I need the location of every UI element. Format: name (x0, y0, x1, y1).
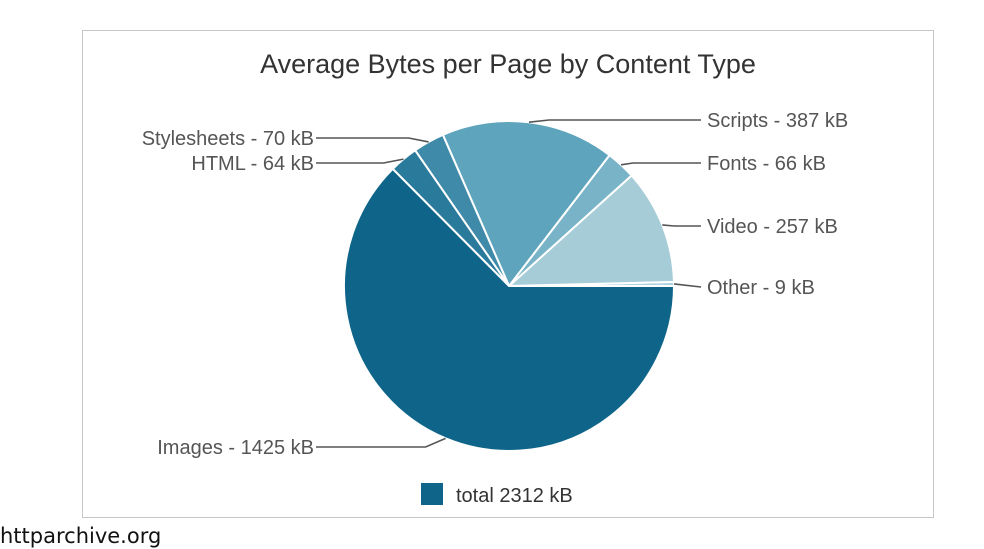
connector-fonts (620, 162, 701, 166)
connector-scripts (528, 119, 701, 124)
slice-labels: Other - 9 kB Video - 257 kB Fonts - 66 kB S… (142, 110, 848, 459)
connector-video (662, 224, 701, 227)
slice-label-scripts: Scripts - 387 kB (707, 110, 848, 132)
slice-label-stylesheets: Stylesheets - 70 kB (142, 128, 314, 150)
slice-label-html: HTML - 64 kB (191, 153, 314, 175)
legend-label: total 2312 kB (456, 485, 573, 507)
slice-label-fonts: Fonts - 66 kB (707, 153, 826, 175)
connector-html (316, 158, 404, 164)
slice-label-video: Video - 257 kB (707, 216, 838, 238)
connector-stylesheets (316, 137, 429, 143)
pie-slice-video[interactable] (506, 174, 675, 288)
source-caption: httparchive.org (0, 524, 162, 548)
chart-title: Average Bytes per Page by Content Type (260, 49, 756, 79)
slice-label-images: Images - 1425 kB (157, 437, 314, 459)
connector-other (673, 283, 702, 288)
pie-slices (343, 120, 676, 452)
connector-images (316, 437, 446, 448)
pie-slice-images[interactable] (343, 167, 676, 452)
legend[interactable]: total 2312 kB (421, 483, 573, 507)
slice-label-other: Other - 9 kB (707, 277, 815, 299)
pie-slice-scripts[interactable] (441, 120, 611, 288)
legend-swatch (421, 483, 443, 505)
